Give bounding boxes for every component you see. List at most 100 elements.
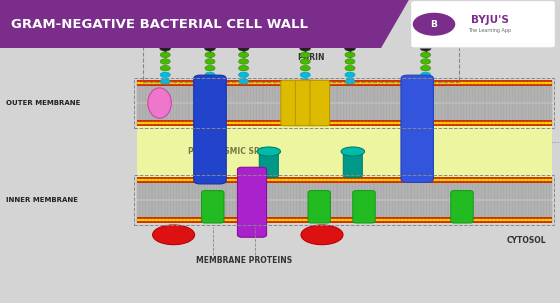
- Circle shape: [379, 122, 384, 124]
- Circle shape: [340, 219, 345, 221]
- Bar: [134, 175, 554, 225]
- Circle shape: [449, 82, 454, 84]
- Circle shape: [492, 122, 496, 124]
- Circle shape: [189, 82, 194, 84]
- Circle shape: [239, 72, 249, 78]
- Circle shape: [172, 82, 176, 84]
- Circle shape: [484, 219, 489, 221]
- Circle shape: [288, 219, 292, 221]
- Circle shape: [225, 82, 229, 84]
- Circle shape: [474, 219, 478, 221]
- Circle shape: [165, 219, 169, 221]
- Circle shape: [323, 179, 327, 181]
- Circle shape: [353, 18, 365, 24]
- Circle shape: [295, 179, 299, 181]
- Circle shape: [203, 82, 208, 84]
- Circle shape: [166, 36, 178, 42]
- Circle shape: [526, 219, 531, 221]
- Circle shape: [312, 82, 317, 84]
- Circle shape: [523, 122, 528, 124]
- Circle shape: [168, 82, 172, 84]
- Circle shape: [160, 79, 170, 84]
- Circle shape: [217, 122, 222, 124]
- Circle shape: [158, 122, 162, 124]
- Circle shape: [537, 122, 542, 124]
- Circle shape: [189, 219, 194, 221]
- Circle shape: [245, 179, 250, 181]
- Circle shape: [484, 179, 489, 181]
- Circle shape: [382, 179, 387, 181]
- Circle shape: [530, 179, 535, 181]
- Circle shape: [137, 82, 141, 84]
- Circle shape: [288, 82, 292, 84]
- Circle shape: [205, 79, 215, 84]
- Circle shape: [247, 18, 258, 24]
- Circle shape: [305, 179, 310, 181]
- Circle shape: [211, 36, 222, 42]
- Circle shape: [498, 219, 503, 221]
- Circle shape: [396, 82, 401, 84]
- Bar: [137, 177, 552, 183]
- Circle shape: [309, 18, 320, 24]
- Circle shape: [295, 219, 299, 221]
- Circle shape: [217, 179, 222, 181]
- Circle shape: [435, 82, 440, 84]
- Circle shape: [263, 82, 268, 84]
- Circle shape: [214, 27, 226, 33]
- Circle shape: [509, 122, 514, 124]
- Circle shape: [154, 82, 158, 84]
- Ellipse shape: [152, 225, 195, 245]
- Circle shape: [298, 82, 303, 84]
- Circle shape: [400, 219, 405, 221]
- Circle shape: [189, 179, 194, 181]
- Circle shape: [281, 219, 285, 221]
- Circle shape: [175, 179, 180, 181]
- Circle shape: [421, 52, 431, 58]
- Circle shape: [386, 219, 390, 221]
- Circle shape: [281, 179, 285, 181]
- Circle shape: [186, 82, 190, 84]
- Circle shape: [207, 122, 211, 124]
- Circle shape: [183, 122, 187, 124]
- Circle shape: [144, 219, 148, 221]
- Circle shape: [245, 122, 250, 124]
- Circle shape: [396, 179, 401, 181]
- Circle shape: [495, 82, 500, 84]
- Circle shape: [432, 82, 436, 84]
- Circle shape: [302, 219, 306, 221]
- Circle shape: [207, 179, 211, 181]
- Circle shape: [256, 219, 260, 221]
- Circle shape: [379, 179, 384, 181]
- Circle shape: [526, 82, 531, 84]
- Circle shape: [345, 65, 355, 71]
- Circle shape: [474, 122, 478, 124]
- Circle shape: [197, 179, 201, 181]
- Circle shape: [228, 82, 232, 84]
- Circle shape: [442, 82, 447, 84]
- Circle shape: [354, 82, 359, 84]
- Circle shape: [179, 219, 183, 221]
- Circle shape: [502, 122, 506, 124]
- Bar: [137, 177, 552, 223]
- Circle shape: [488, 82, 492, 84]
- Circle shape: [453, 219, 458, 221]
- Circle shape: [362, 122, 366, 124]
- Text: CYTOSOL: CYTOSOL: [506, 236, 546, 245]
- Circle shape: [439, 179, 444, 181]
- Circle shape: [347, 219, 352, 221]
- Circle shape: [404, 219, 408, 221]
- Circle shape: [274, 122, 278, 124]
- Circle shape: [435, 179, 440, 181]
- Circle shape: [516, 122, 521, 124]
- Circle shape: [249, 122, 254, 124]
- Circle shape: [203, 179, 208, 181]
- Circle shape: [140, 219, 144, 221]
- Circle shape: [225, 179, 229, 181]
- Circle shape: [495, 122, 500, 124]
- Circle shape: [256, 179, 260, 181]
- Circle shape: [281, 82, 285, 84]
- Circle shape: [200, 122, 204, 124]
- Circle shape: [340, 82, 345, 84]
- Text: B: B: [431, 20, 437, 29]
- Circle shape: [330, 179, 334, 181]
